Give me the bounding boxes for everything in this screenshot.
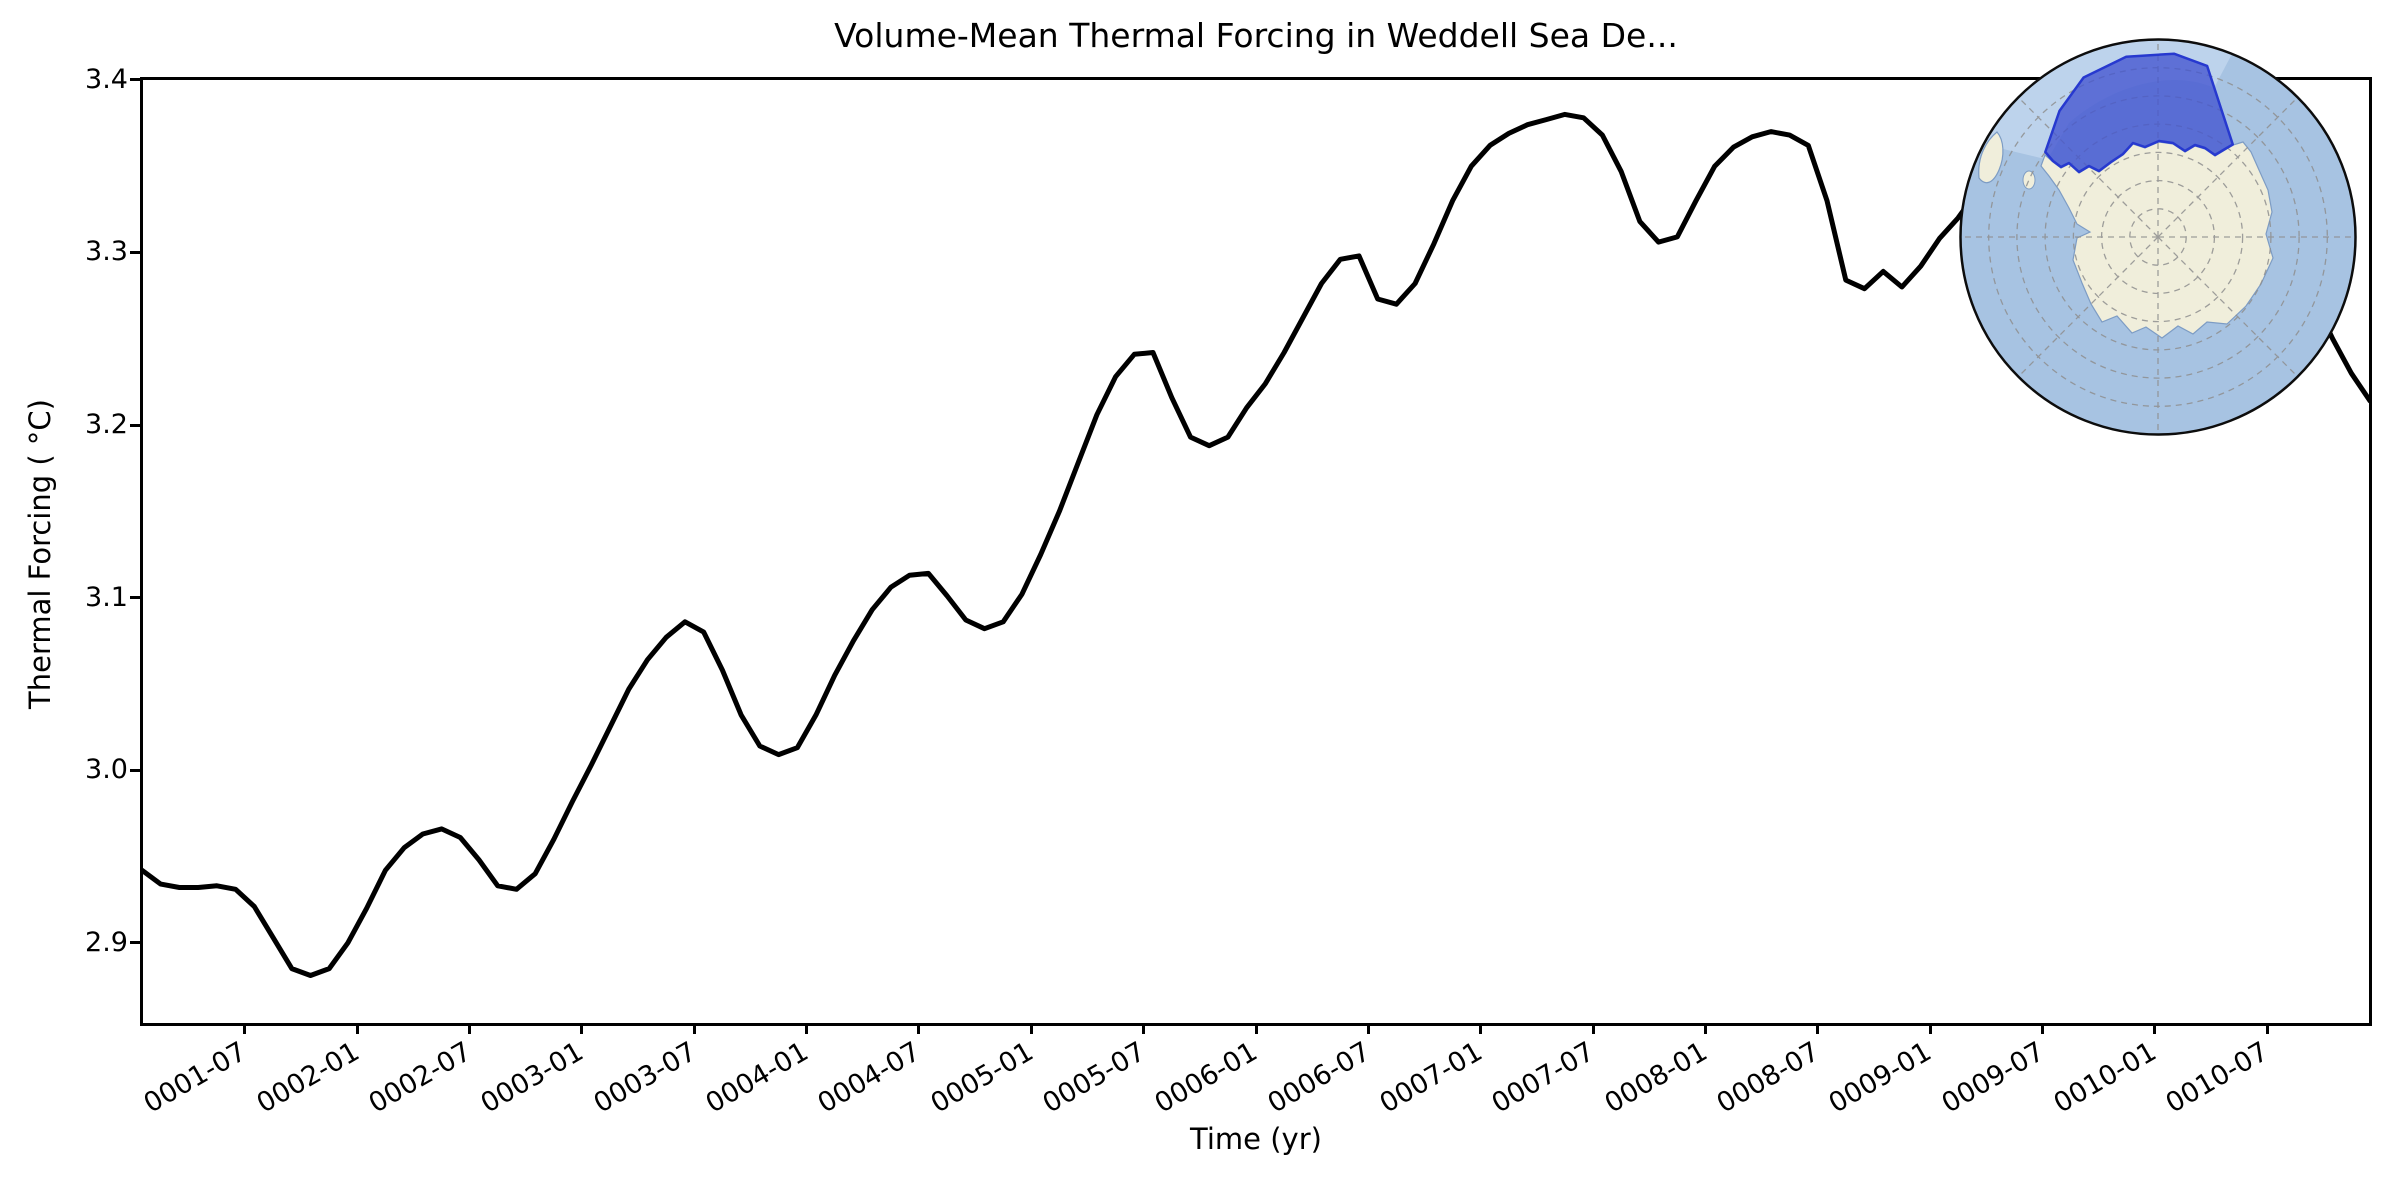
- y-tick-label: 3.1: [85, 581, 128, 613]
- x-tick-mark: [1703, 1023, 1707, 1034]
- x-tick-mark: [917, 1023, 921, 1034]
- x-tick-mark: [1254, 1023, 1258, 1034]
- x-tick-label: 0009-01: [1823, 1036, 1938, 1120]
- x-tick-label: 0002-01: [251, 1036, 365, 1120]
- x-tick-mark: [1366, 1023, 1370, 1034]
- x-tick-label: 0003-01: [475, 1036, 589, 1120]
- x-tick-mark: [2040, 1023, 2044, 1034]
- map-outline: [1959, 38, 2357, 436]
- y-tick-mark: [130, 941, 141, 945]
- x-axis-label: Time (yr): [1190, 1122, 1322, 1156]
- y-tick-label: 2.9: [85, 926, 128, 958]
- y-tick-mark: [130, 78, 141, 82]
- x-tick-mark: [1142, 1023, 1146, 1034]
- y-tick-label: 3.4: [85, 63, 128, 95]
- y-tick-label: 3.3: [85, 236, 128, 268]
- island: [2022, 170, 2036, 190]
- x-tick-label: 0008-01: [1599, 1036, 1713, 1120]
- south-america-tip: [1978, 131, 2004, 184]
- x-tick-label: 0005-07: [1037, 1036, 1151, 1120]
- x-tick-label: 0003-07: [588, 1036, 702, 1120]
- x-tick-label: 0001-07: [138, 1036, 252, 1120]
- x-tick-label: 0009-07: [1936, 1036, 2050, 1120]
- inset-map: [1959, 38, 2357, 436]
- weddell-sea-region-highlight: [2044, 52, 2235, 174]
- y-tick-mark: [130, 768, 141, 772]
- x-tick-mark: [1479, 1023, 1483, 1034]
- x-tick-label: 0005-01: [925, 1036, 1039, 1120]
- chart-title: Volume-Mean Thermal Forcing in Weddell S…: [834, 16, 1678, 55]
- y-tick-mark: [130, 596, 141, 600]
- x-tick-label: 0006-01: [1149, 1036, 1263, 1120]
- y-tick-mark: [130, 250, 141, 254]
- x-tick-mark: [2153, 1023, 2157, 1034]
- y-axis-label: Thermal Forcing ( °C): [23, 399, 57, 709]
- x-tick-mark: [1928, 1023, 1932, 1034]
- x-tick-mark: [692, 1023, 696, 1034]
- x-tick-mark: [468, 1023, 472, 1034]
- y-tick-mark: [130, 423, 141, 427]
- x-tick-label: 0004-07: [812, 1036, 926, 1120]
- x-tick-mark: [1816, 1023, 1820, 1034]
- x-tick-mark: [1591, 1023, 1595, 1034]
- x-tick-label: 0007-01: [1374, 1036, 1488, 1120]
- x-tick-mark: [1029, 1023, 1033, 1034]
- x-tick-label: 0010-01: [2048, 1036, 2162, 1120]
- x-tick-mark: [805, 1023, 809, 1034]
- x-tick-label: 0007-07: [1486, 1036, 1601, 1120]
- x-tick-label: 0002-07: [363, 1036, 477, 1120]
- x-tick-label: 0006-07: [1262, 1036, 1376, 1120]
- y-tick-label: 3.2: [85, 409, 128, 441]
- x-tick-label: 0004-01: [700, 1036, 814, 1120]
- x-tick-label: 0008-07: [1711, 1036, 1825, 1120]
- x-tick-mark: [355, 1023, 359, 1034]
- x-tick-mark: [580, 1023, 584, 1034]
- x-tick-label: 0010-07: [2160, 1036, 2275, 1120]
- x-tick-mark: [243, 1023, 247, 1034]
- x-tick-mark: [2265, 1023, 2269, 1034]
- y-tick-label: 3.0: [85, 754, 128, 786]
